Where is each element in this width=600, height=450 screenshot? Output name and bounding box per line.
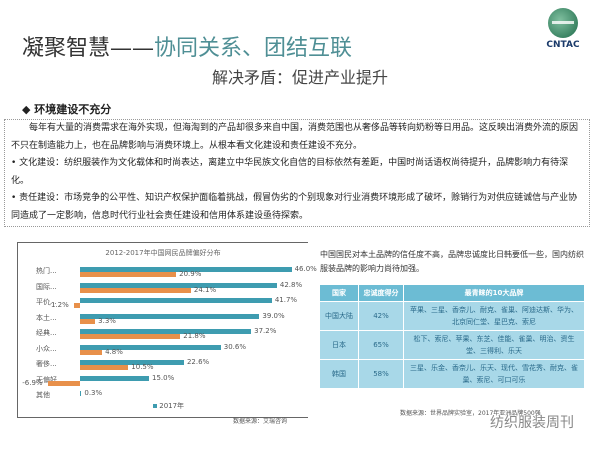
bar-2017	[80, 313, 260, 319]
legend: 2017年	[153, 401, 184, 411]
category-label: 平价...	[36, 298, 57, 306]
logo-text: CNTAC	[546, 40, 580, 50]
table-row: 韩国 58% 三星、乐金、香奈儿、乐天、现代、雪花秀、耐克、雀巢、索尼、可口可乐	[320, 359, 585, 388]
cell: 65%	[358, 330, 404, 360]
bar-2017	[80, 298, 272, 303]
cell: 中国大陆	[320, 301, 359, 331]
bar-2017	[80, 267, 292, 272]
value-label: 0.3%	[84, 389, 103, 397]
cell: 松下、索尼、苹果、东芝、佳能、雀巢、明治、资生堂、三得利、乐天	[403, 330, 585, 360]
cell: 58%	[358, 359, 404, 388]
bar-change	[80, 272, 177, 277]
table-header: 国家 忠诚度得分 最青睐的10大品牌	[320, 285, 585, 302]
paragraph: • 责任建设：市场竞争的公平性、知识产权保护面临着挑战，假冒伪劣的个别现象对行业…	[11, 193, 578, 221]
chart-title: 2012-2017年中国网民品牌偏好分布	[105, 249, 221, 257]
bar-change	[80, 349, 103, 355]
paragraph: 每年有大量的消费需求在海外实现，但海淘到的产品却很多来自中国，消费范围也从奢侈品…	[11, 123, 579, 151]
text-box: 每年有大量的消费需求在海外实现，但海淘到的产品却很多来自中国，消费范围也从奢侈品…	[4, 119, 590, 227]
value-label: 39.0%	[262, 311, 285, 320]
bar-2017	[80, 360, 184, 365]
category-label: 奢侈...	[36, 360, 57, 368]
value-label: 42.8%	[279, 280, 303, 289]
category-label: 小众...	[36, 344, 57, 353]
title-part: 凝聚智慧——	[22, 36, 155, 61]
value-label: 41.7%	[274, 296, 298, 304]
value-label: -6.9%	[22, 378, 43, 387]
value-label: 30.6%	[223, 342, 246, 351]
value-label: 24.1%	[193, 285, 217, 294]
page-title: 凝聚智慧——协同关系、团结互联	[22, 30, 352, 62]
cell: 韩国	[320, 359, 359, 388]
bar-chart: 2012-2017年中国网民品牌偏好分布 热门... 46.0% 20.9% 国际..…	[17, 242, 317, 418]
value-label: 4.8%	[105, 347, 123, 356]
value-label: 22.6%	[186, 358, 210, 366]
value-label: 20.9%	[179, 270, 202, 278]
chart-source: 数据来源：艾瑞咨询	[233, 418, 288, 425]
bar-2017	[80, 282, 277, 288]
legend-swatch	[153, 404, 157, 408]
cell: 三星、乐金、香奈儿、乐天、现代、雪花秀、耐克、雀巢、索尼、可口可乐	[403, 359, 585, 388]
bar-change	[80, 365, 129, 370]
value-label: 37.2%	[254, 327, 277, 335]
header-cell: 国家	[320, 285, 359, 302]
paragraph: • 文化建设：纺织服装作为文化载体和时尚表达，离建立中华民族文化自信的目标依然有…	[11, 158, 569, 186]
value-label: 3.3%	[98, 316, 116, 325]
value-label: 10.5%	[131, 363, 154, 371]
category-label: 热门...	[36, 267, 57, 275]
globe-icon	[548, 8, 578, 38]
header-cell: 忠诚度得分	[358, 285, 404, 302]
cell: 苹果、三星、香奈儿、耐克、雀巢、阿迪达斯、华为、北京同仁堂、星巴克、索尼	[403, 301, 585, 331]
bar-2017	[80, 391, 82, 396]
category-label: 经典...	[36, 329, 57, 337]
table-source: 数据来源：世界品牌实验室，2017年亚洲品牌500强	[400, 410, 541, 417]
title-accent: 协同关系、团结互联	[154, 36, 353, 61]
subtitle: 解决矛盾：促进产业提升	[211, 68, 388, 87]
value-label: -1.2%	[48, 301, 69, 309]
bar-change	[74, 303, 80, 308]
bar-change	[48, 380, 80, 386]
category-label: 其他	[36, 391, 50, 399]
category-label: 国际...	[36, 282, 57, 291]
bar-2017	[80, 329, 252, 334]
bar-change	[80, 287, 191, 293]
bar-change	[80, 334, 181, 339]
section-heading: ◆ 环境建设不充分	[22, 103, 112, 116]
legend-label: 2017年	[159, 402, 185, 410]
table-row: 日本 65% 松下、索尼、苹果、东芝、佳能、雀巢、明治、资生堂、三得利、乐天	[320, 330, 585, 360]
value-label: 15.0%	[152, 373, 175, 382]
value-label: 46.0%	[294, 265, 317, 273]
header-cell: 最青睐的10大品牌	[403, 285, 585, 302]
category-label: 本土...	[36, 313, 57, 322]
cntac-logo: CNTAC	[538, 8, 588, 50]
value-label: 21.8%	[183, 332, 206, 340]
bar-2017	[80, 375, 149, 381]
category-label: 无偏好	[36, 375, 57, 384]
intro-text: 中国国民对本土品牌的信任度不高，品牌忠诚度比日韩要低一些，国内纺织服装品牌的影响…	[320, 250, 584, 273]
table-row: 中国大陆 42% 苹果、三星、香奈儿、耐克、雀巢、阿迪达斯、华为、北京同仁堂、星巴克…	[320, 301, 585, 331]
bar-change	[80, 318, 96, 324]
cell: 日本	[320, 330, 359, 360]
bar-2017	[80, 344, 221, 350]
watermark: 纺织服装周刊	[490, 415, 574, 431]
cell: 42%	[358, 301, 404, 331]
brand-table: 国家 忠诚度得分 最青睐的10大品牌 中国大陆 42% 苹果、三星、香奈儿、耐克、雀巢、…	[320, 285, 585, 388]
